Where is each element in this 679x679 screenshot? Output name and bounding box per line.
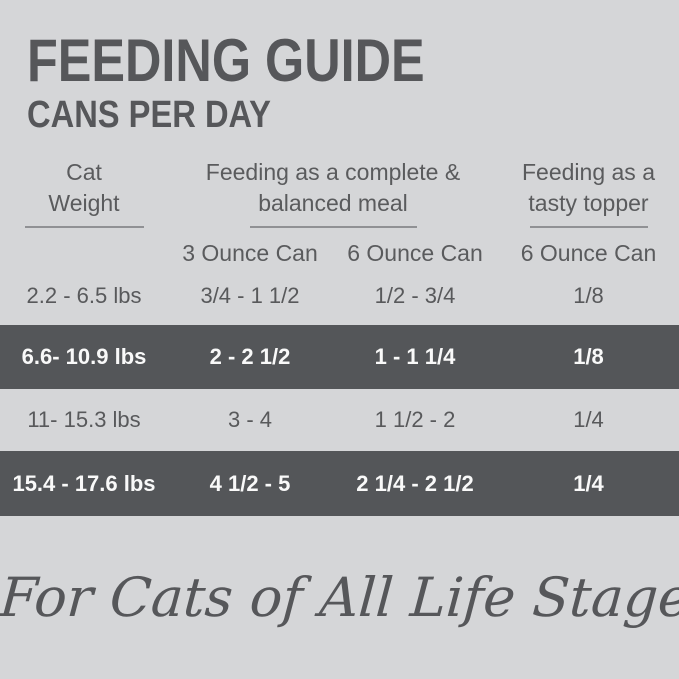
table-subheaders: 3 Ounce Can 6 Ounce Can 6 Ounce Can bbox=[0, 240, 679, 267]
page-title: FEEDING GUIDE bbox=[27, 27, 425, 94]
column-header-cat-weight: Cat Weight bbox=[0, 157, 168, 228]
cell-complete-3oz: 3 - 4 bbox=[227, 407, 273, 432]
column-header-complete-meal-line1: Feeding as a complete & bbox=[205, 159, 461, 185]
cell-topper-6oz: 1/4 bbox=[573, 470, 604, 496]
cell-weight: 15.4 - 17.6 lbs bbox=[12, 470, 156, 496]
header-underline-tasty-topper bbox=[529, 226, 648, 228]
header-underline-complete-meal bbox=[249, 226, 417, 228]
cell-complete-6oz: 1 1/2 - 2 bbox=[374, 407, 456, 432]
cell-weight: 11- 15.3 lbs bbox=[27, 407, 141, 432]
column-header-tasty-topper-line2: tasty topper bbox=[528, 190, 649, 216]
column-header-tasty-topper-line1: Feeding as a bbox=[522, 159, 655, 185]
column-header-cat-weight-line1: Cat bbox=[66, 159, 102, 185]
subheader-spacer bbox=[0, 240, 168, 267]
cell-topper-6oz: 1/8 bbox=[573, 283, 604, 308]
page-subtitle: CANS PER DAY bbox=[27, 94, 271, 136]
cell-complete-3oz: 4 1/2 - 5 bbox=[209, 470, 291, 496]
cell-topper-6oz: 1/4 bbox=[573, 407, 604, 432]
tagline-all-life-stages: For Cats of All Life Stages bbox=[0, 566, 679, 629]
column-header-cat-weight-line2: Weight bbox=[48, 190, 120, 216]
column-header-tasty-topper: Feeding as a tasty topper bbox=[498, 157, 679, 228]
cell-complete-6oz: 1/2 - 3/4 bbox=[374, 283, 456, 308]
table-row-highlighted: 15.4 - 17.6 lbs 4 1/2 - 5 2 1/4 - 2 1/2 … bbox=[0, 451, 679, 516]
subheader-topper-6oz-can: 6 Ounce Can bbox=[520, 240, 657, 266]
cell-weight: 6.6- 10.9 lbs bbox=[21, 344, 147, 369]
cell-complete-3oz: 3/4 - 1 1/2 bbox=[200, 283, 300, 308]
table-column-group-headers: Cat Weight Feeding as a complete & balan… bbox=[0, 157, 679, 228]
table-body: 2.2 - 6.5 lbs 3/4 - 1 1/2 1/2 - 3/4 1/8 … bbox=[0, 267, 679, 516]
table-row: 2.2 - 6.5 lbs 3/4 - 1 1/2 1/2 - 3/4 1/8 bbox=[0, 267, 679, 325]
cell-topper-6oz: 1/8 bbox=[573, 344, 604, 369]
subheader-6oz-can: 6 Ounce Can bbox=[347, 240, 483, 266]
header-underline-weight bbox=[24, 226, 144, 228]
cell-complete-6oz: 1 - 1 1/4 bbox=[374, 344, 456, 369]
table-row-highlighted: 6.6- 10.9 lbs 2 - 2 1/2 1 - 1 1/4 1/8 bbox=[0, 325, 679, 389]
cell-weight: 2.2 - 6.5 lbs bbox=[26, 283, 142, 308]
table-row: 11- 15.3 lbs 3 - 4 1 1/2 - 2 1/4 bbox=[0, 389, 679, 451]
cell-complete-6oz: 2 1/4 - 2 1/2 bbox=[356, 470, 474, 496]
cell-complete-3oz: 2 - 2 1/2 bbox=[209, 344, 291, 369]
subheader-3oz-can: 3 Ounce Can bbox=[182, 240, 318, 266]
column-header-complete-meal: Feeding as a complete & balanced meal bbox=[168, 157, 498, 228]
column-header-complete-meal-line2: balanced meal bbox=[258, 190, 408, 216]
